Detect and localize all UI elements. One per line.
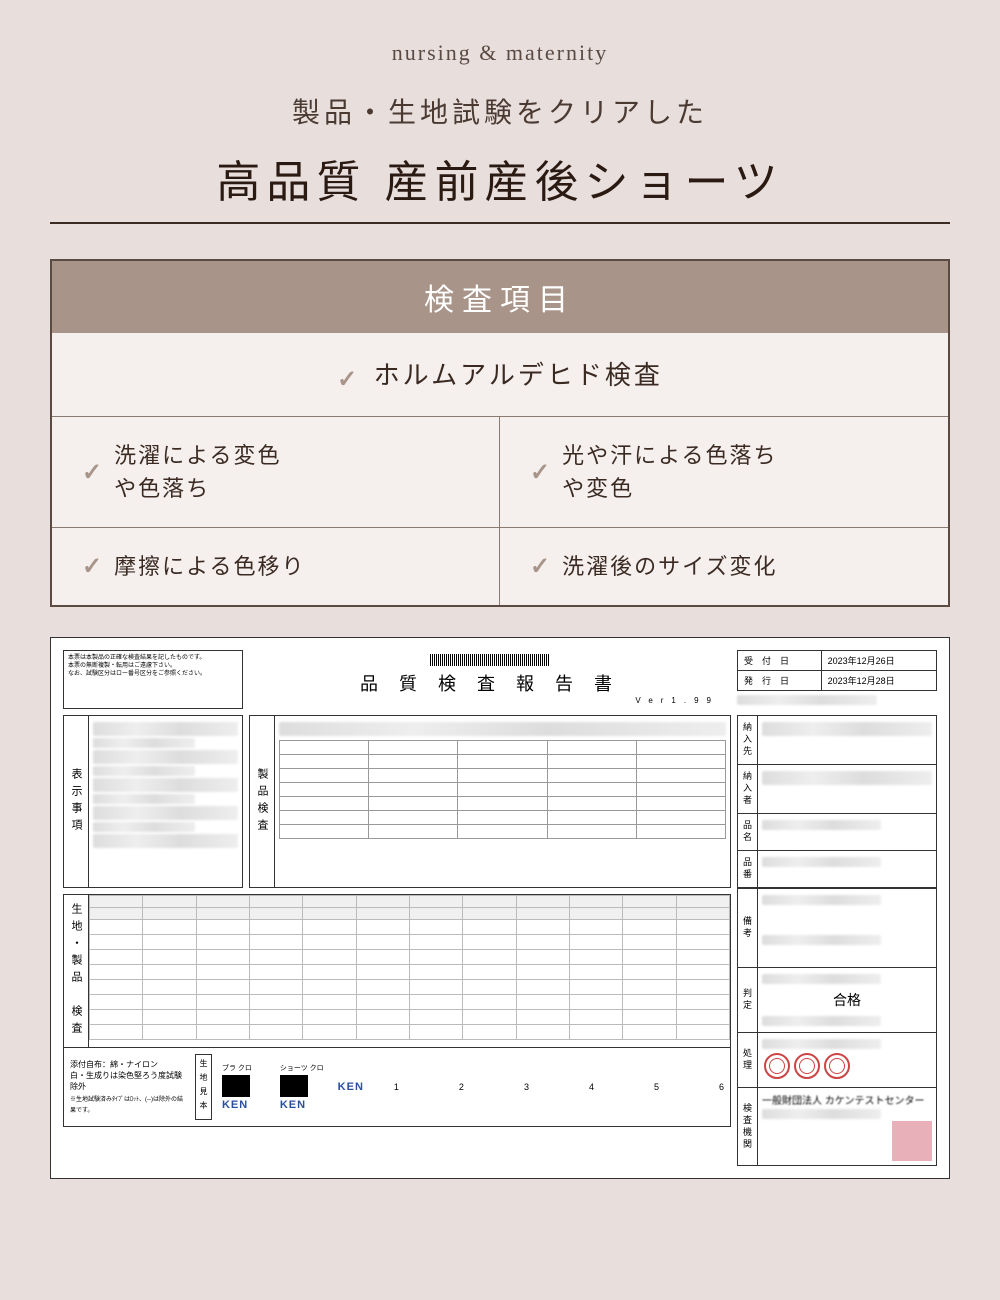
inspection-item: ✓ 摩擦による色移り bbox=[52, 528, 500, 605]
barcode bbox=[430, 654, 550, 666]
supplier-label: 納入者 bbox=[738, 765, 758, 813]
inspection-item-label: 光や汗による色落ちや変色 bbox=[562, 439, 777, 505]
inspection-main-label: ホルムアルデヒド検査 bbox=[374, 360, 663, 390]
institution-label: 検査機関 bbox=[738, 1088, 758, 1165]
stamp-icon bbox=[764, 1053, 790, 1079]
issued-date-label: 発 行 日 bbox=[738, 671, 822, 691]
brand-subtitle: nursing & maternity bbox=[50, 40, 950, 66]
fabric-swatch bbox=[280, 1075, 308, 1097]
footer-note: ※生地試験済みﾀｲﾌﾟはﾛｯﾄ、(--)は除外の結果です。 bbox=[70, 1097, 183, 1114]
ken-mark: KEN bbox=[222, 1099, 248, 1111]
remarks-label: 備考 bbox=[738, 889, 758, 967]
process-label: 処理 bbox=[738, 1033, 758, 1087]
issued-date: 2023年12月28日 bbox=[821, 671, 936, 691]
version-label: Ver1.99 bbox=[635, 696, 719, 705]
received-date: 2023年12月26日 bbox=[821, 651, 936, 671]
judgment-value: 合格 bbox=[762, 986, 932, 1014]
check-icon: ✓ bbox=[82, 552, 102, 581]
quality-report-document: 本票は本製品の正確な検査結果を記したものです。本票の無断複製・転用はご遠慮下さい… bbox=[50, 637, 950, 1179]
check-icon: ✓ bbox=[530, 458, 550, 487]
sample-label: 生地見本 bbox=[195, 1054, 212, 1120]
fabric-swatch bbox=[222, 1075, 250, 1097]
check-icon: ✓ bbox=[530, 552, 550, 581]
product-inspection-section: 製品検査 bbox=[249, 715, 731, 888]
stamp-icon bbox=[824, 1053, 850, 1079]
inspection-title: 検査項目 bbox=[52, 261, 948, 333]
inspection-main-item: ✓ ホルムアルデヒド検査 bbox=[52, 333, 948, 417]
official-stamp bbox=[892, 1121, 932, 1161]
inspection-item-label: 摩擦による色移り bbox=[114, 550, 305, 583]
footer-note: 添付自布：綿・ナイロン bbox=[70, 1060, 158, 1069]
product-label: 製品検査 bbox=[250, 716, 275, 887]
inspection-item: ✓ 光や汗による色落ちや変色 bbox=[500, 417, 948, 528]
inspection-item: ✓ 洗濯による変色や色落ち bbox=[52, 417, 500, 528]
display-section: 表示事項 bbox=[63, 715, 243, 888]
ken-mark: KEN bbox=[338, 1081, 364, 1093]
item-no-label: 品番 bbox=[738, 851, 758, 887]
footer-note: 白・生成りは染色堅ろう度試験除外 bbox=[70, 1071, 182, 1091]
notice-box: 本票は本製品の正確な検査結果を記したものです。本票の無断複製・転用はご遠慮下さい… bbox=[63, 650, 243, 709]
fabric-label: 生地・製品 検査 bbox=[64, 895, 89, 1047]
display-label: 表示事項 bbox=[64, 716, 89, 887]
judgment-label: 判定 bbox=[738, 968, 758, 1032]
inspection-item: ✓ 洗濯後のサイズ変化 bbox=[500, 528, 948, 605]
report-title: 品 質 検 査 報 告 書 Ver1.99 bbox=[249, 650, 731, 709]
check-icon: ✓ bbox=[82, 458, 102, 487]
received-date-label: 受 付 日 bbox=[738, 651, 822, 671]
inspection-item-label: 洗濯後のサイズ変化 bbox=[562, 550, 777, 583]
fabric-inspection-section: 生地・製品 検査 bbox=[63, 894, 731, 1048]
headline: 高品質 産前産後ショーツ bbox=[50, 146, 950, 224]
delivery-label: 納入先 bbox=[738, 716, 758, 764]
report-footer: 添付自布：綿・ナイロン 白・生成りは染色堅ろう度試験除外 ※生地試験済みﾀｲﾌﾟ… bbox=[63, 1048, 731, 1127]
check-icon: ✓ bbox=[337, 365, 357, 394]
stamp-icon bbox=[794, 1053, 820, 1079]
ken-mark: KEN bbox=[280, 1099, 306, 1111]
tagline: 製品・生地試験をクリアした bbox=[50, 91, 950, 131]
inspection-item-label: 洗濯による変色や色落ち bbox=[114, 439, 281, 505]
right-info-column: 納入先 納入者 品名 品番 bbox=[737, 715, 937, 888]
footer-numbers: 12 34 56 bbox=[394, 1082, 724, 1092]
inspection-box: 検査項目 ✓ ホルムアルデヒド検査 ✓ 洗濯による変色や色落ち ✓ 光や汗による… bbox=[50, 259, 950, 607]
item-name-label: 品名 bbox=[738, 814, 758, 850]
date-box: 受 付 日2023年12月26日 発 行 日2023年12月28日 bbox=[737, 650, 937, 709]
